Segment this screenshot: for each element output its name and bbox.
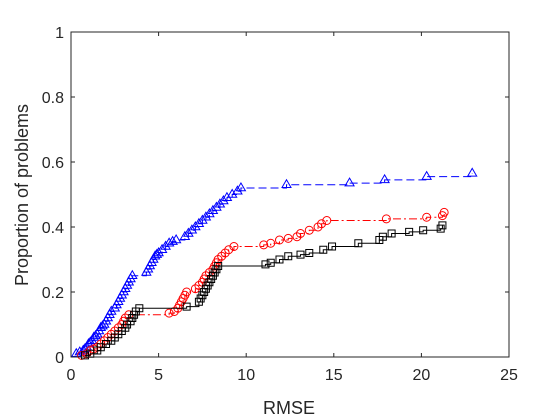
- series-1-point-46: [322, 216, 332, 225]
- y-tick-label-5: 1: [55, 25, 64, 42]
- series-0-point-61: [379, 173, 390, 184]
- series-2-point-32: [284, 252, 293, 261]
- series-2-point-29: [261, 260, 270, 269]
- series-0-point-60: [344, 177, 355, 187]
- series-2-point-40: [387, 229, 396, 238]
- series-2-point-37: [354, 239, 363, 248]
- series-0-point-39: [160, 240, 171, 250]
- series-1-point-40: [283, 233, 293, 243]
- series-0-point-46: [190, 221, 201, 231]
- series-0-point-52: [211, 201, 222, 211]
- series-2-point-15: [135, 304, 144, 313]
- series-1-point-42: [296, 229, 306, 238]
- series-1-point-35: [224, 245, 234, 255]
- x-tick-label-1: 5: [154, 367, 163, 384]
- plot-area: [71, 32, 509, 357]
- series-2-point-44: [438, 221, 447, 230]
- series-0-point-9: [90, 329, 101, 340]
- series-0-point-41: [167, 235, 178, 245]
- x-axis-label: RMSE: [263, 398, 315, 418]
- series-0-point-51: [207, 204, 219, 214]
- y-tick-label-3: 0.6: [42, 155, 64, 172]
- x-tick-label-2: 10: [237, 367, 255, 384]
- series-0-point-6: [84, 336, 96, 346]
- x-tick-label-4: 20: [413, 367, 431, 384]
- series-0-point-56: [226, 188, 238, 198]
- series-2-point-0: [81, 351, 90, 360]
- series-0-point-44: [183, 227, 194, 237]
- series-0-point-35: [149, 250, 161, 260]
- series-0-point-50: [204, 208, 215, 218]
- axes-box: [70, 31, 510, 358]
- series-layer: [70, 167, 478, 360]
- series-2-point-33: [296, 250, 305, 259]
- series-1-point-50: [439, 207, 449, 217]
- y-tick-label-4: 0.8: [42, 90, 64, 107]
- series-2-point-36: [328, 242, 337, 251]
- series-0-point-42: [170, 234, 182, 244]
- series-0-point-36: [151, 248, 163, 258]
- series-0-point-8: [88, 331, 100, 341]
- series-2-point-42: [419, 226, 428, 235]
- axes-layer: 0 5 10 15 20 25 0 0.2 0.4 0.6 0.8 1: [42, 25, 518, 384]
- series-0-point-29: [126, 269, 138, 279]
- series-1-point-47: [381, 214, 391, 224]
- series-2-point-30: [266, 258, 275, 267]
- series-2-point-39: [378, 232, 387, 241]
- x-tick-label-0: 0: [67, 367, 76, 384]
- series-0-point-63: [466, 167, 478, 177]
- y-tick-label-2: 0.4: [42, 220, 64, 237]
- x-tick-label-3: 15: [325, 367, 343, 384]
- y-tick-label-0: 0: [55, 350, 64, 367]
- series-2-point-16: [182, 302, 191, 311]
- series-1-point-38: [266, 238, 276, 248]
- series-0-point-54: [218, 195, 229, 205]
- series-0-point-47: [193, 217, 205, 227]
- series-0-point-59: [281, 178, 292, 188]
- series-2-point-35: [319, 245, 328, 254]
- series-0-point-38: [156, 243, 168, 253]
- x-tick-label-5: 25: [500, 367, 518, 384]
- series-2-point-41: [405, 227, 414, 236]
- series-0-point-62: [421, 170, 433, 180]
- series-0-point-57: [232, 185, 243, 195]
- plot-background: [71, 32, 509, 357]
- series-1-point-36: [229, 242, 239, 251]
- y-tick-label-1: 0.2: [42, 285, 64, 302]
- series-1-point-45: [317, 219, 327, 229]
- series-0-point-49: [200, 211, 212, 221]
- series-0-point-43: [179, 230, 191, 240]
- series-0-point-12: [95, 321, 107, 331]
- series-2-point-34: [305, 249, 314, 257]
- series-0-point-58: [235, 182, 247, 192]
- series-0-point-37: [153, 247, 164, 257]
- series-1-point-39: [274, 235, 284, 245]
- series-0-point-45: [186, 224, 198, 234]
- series-2-point-31: [275, 255, 284, 264]
- series-0-point-55: [221, 191, 233, 201]
- series-0-point-40: [163, 237, 175, 247]
- series-1-point-48: [422, 212, 432, 222]
- series-2-point-28: [214, 262, 223, 270]
- series-1-point-15: [164, 308, 174, 318]
- series-0-point-13: [97, 320, 108, 330]
- series-0-point-53: [214, 198, 226, 208]
- series-0-point-48: [197, 214, 208, 224]
- series-1-point-43: [304, 225, 314, 235]
- y-axis-label: Proportion of problems: [12, 104, 32, 286]
- series-1-point-22: [182, 287, 192, 297]
- series-1-point-37: [259, 240, 269, 250]
- series-0-point-18: [105, 305, 117, 315]
